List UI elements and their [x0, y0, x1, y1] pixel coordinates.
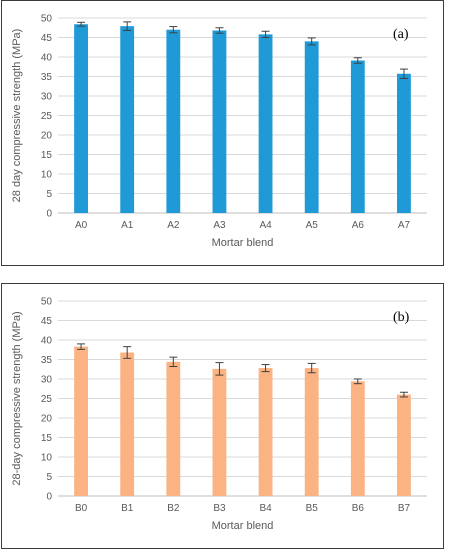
chart-a-x-axis-title: Mortar blend [212, 237, 274, 249]
chart-b-error-bar [215, 362, 224, 376]
chart-b-y-tick-label: 40 [41, 336, 53, 347]
chart-a-y-tick-label: 10 [41, 170, 53, 181]
chart-a-error-bar [307, 37, 316, 46]
chart-b-y-tick-label: 15 [41, 433, 53, 444]
chart-panel-b: 0 5 10 15 20 25 30 35 40 45 50 B0 B1 B2 B3 B4 B5 B6 B7 Mort… [1, 283, 444, 549]
chart-b-y-tick-label: 20 [41, 414, 53, 425]
chart-b-error-bar [169, 356, 178, 368]
chart-b-bar [304, 368, 319, 496]
chart-b-y-tick-label: 50 [41, 297, 53, 308]
chart-b-error-bar [77, 343, 86, 350]
chart-b-error-bar [353, 378, 362, 385]
chart-b-x-tick-label: B5 [306, 503, 319, 514]
chart-b-bar [258, 368, 273, 496]
chart-a-bar [397, 73, 411, 214]
chart-b-bar [74, 346, 88, 496]
chart-b-x-axis-title: Mortar blend [212, 520, 274, 532]
chart-a-x-tick-label: A6 [352, 220, 365, 231]
chart-b-y-tick-label: 0 [46, 492, 52, 503]
chart-a-bar [74, 24, 88, 213]
chart-a-y-tick-label: 25 [41, 111, 53, 122]
chart-b-x-tick-label: B4 [259, 503, 272, 514]
chart-b-y-axis-title: 28-day compressive strength (MPa) [11, 311, 23, 485]
chart-a-bar [212, 30, 227, 214]
chart-a-y-tick-label: 40 [41, 53, 53, 64]
chart-b-bar [350, 381, 365, 496]
chart-a-bar [120, 26, 135, 213]
chart-a-panel-label: (a) [393, 27, 409, 42]
chart-panel-a: 0 5 10 15 20 25 30 35 40 45 50 A0 A1 A2 A3 A4 A5 A6 A7 Mort… [1, 0, 444, 266]
chart-a-x-tick-label: A1 [121, 220, 134, 231]
chart-a-svg: 0 5 10 15 20 25 30 35 40 45 50 A0 A1 A2 A3 A4 A5 A6 A7 Mort… [11, 14, 427, 249]
chart-b-y-tick-label: 35 [41, 355, 53, 366]
chart-b-error-bar [399, 391, 408, 398]
chart-b-y-tick-label: 10 [41, 453, 53, 464]
chart-b-panel-label: (b) [393, 310, 410, 325]
chart-b-x-tick-label: B2 [167, 503, 180, 514]
chart-a-y-tick-label: 0 [46, 209, 52, 220]
chart-b-y-tick-label: 45 [41, 316, 53, 327]
chart-a-y-tick-label: 15 [41, 150, 53, 161]
chart-a-error-bar [353, 57, 362, 64]
chart-b-x-tick-label: B7 [398, 503, 411, 514]
chart-a-error-bar [215, 27, 224, 34]
chart-b-x-tick-label: B3 [213, 503, 226, 514]
chart-b-error-bar [261, 364, 270, 373]
chart-a-y-axis-title: 28 day compressive strength (MPa) [11, 29, 23, 203]
chart-a-bar [258, 34, 273, 213]
chart-b-y-tick-label: 30 [41, 375, 53, 386]
chart-a-x-tick-label: A7 [398, 220, 411, 231]
chart-a-bar [304, 41, 319, 214]
chart-b-y-tick-label: 25 [41, 394, 53, 405]
chart-a-x-tick-label: A5 [306, 220, 319, 231]
chart-a-x-tick-label: A4 [259, 220, 272, 231]
chart-a-error-bar [169, 26, 178, 34]
chart-a-y-tick-label: 5 [46, 189, 52, 200]
chart-a-y-tick-label: 20 [41, 131, 53, 142]
chart-a-x-tick-label: A2 [167, 220, 180, 231]
chart-b-x-tick-label: B1 [121, 503, 134, 514]
chart-b-svg: 0 5 10 15 20 25 30 35 40 45 50 B0 B1 B2 B3 B4 B5 B6 B7 Mort… [11, 297, 427, 532]
chart-a-y-tick-label: 35 [41, 72, 53, 83]
chart-a-error-bar [399, 68, 408, 79]
chart-b-bar [166, 361, 181, 496]
chart-a-error-bar [77, 21, 86, 27]
chart-b-error-bar [123, 346, 132, 359]
chart-a-y-tick-label: 45 [41, 33, 53, 44]
chart-a-y-tick-label: 50 [41, 14, 53, 25]
chart-b-x-tick-label: B0 [75, 503, 88, 514]
chart-a-error-bar [261, 30, 270, 38]
chart-b-y-tick-label: 5 [46, 472, 52, 483]
chart-b-x-tick-label: B6 [352, 503, 365, 514]
chart-a-bar [350, 60, 365, 214]
chart-a-error-bar [123, 21, 132, 31]
chart-a-y-tick-label: 30 [41, 92, 53, 103]
chart-b-bar [397, 394, 411, 496]
chart-a-x-tick-label: A3 [213, 220, 226, 231]
chart-a-x-tick-label: A0 [75, 220, 88, 231]
chart-b-error-bar [307, 362, 316, 374]
chart-a-bar [166, 29, 181, 214]
chart-b-bar [120, 352, 135, 496]
chart-b-bar [212, 368, 227, 496]
